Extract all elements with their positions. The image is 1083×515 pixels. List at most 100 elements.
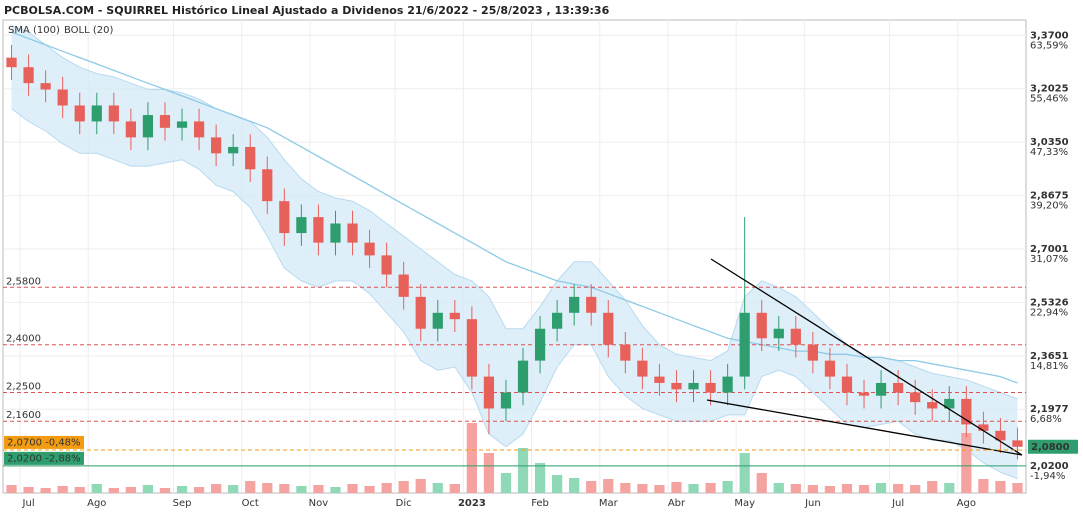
candle-body	[875, 382, 887, 396]
y-tick-sublabel: 14,81%	[1030, 361, 1068, 372]
volume-bar	[57, 486, 68, 493]
candle-body	[381, 255, 392, 275]
volume-bar	[841, 484, 853, 493]
y-tick-label: 2,0200	[1030, 461, 1069, 472]
candle-body	[500, 392, 512, 409]
volume-bar	[296, 486, 307, 493]
x-tick-label: Sep	[173, 498, 192, 509]
candle-body	[449, 312, 460, 320]
volume-bar	[176, 486, 188, 493]
candle-body	[330, 223, 341, 243]
volume-bar	[6, 485, 17, 493]
candle-body	[654, 376, 665, 383]
volume-bar	[552, 475, 563, 493]
x-tick-label: Mar	[599, 498, 619, 509]
boll-band	[11, 25, 1018, 479]
y-tick-label: 3,2025	[1030, 84, 1069, 95]
candle-body	[620, 344, 631, 361]
y-tick-label: 2,3651	[1030, 351, 1069, 362]
volume-bar	[74, 487, 85, 493]
trendline	[710, 258, 1023, 456]
plot-frame	[2, 19, 1027, 494]
volume-bar	[875, 483, 887, 493]
volume-bar	[978, 479, 989, 493]
y-tick-label: 2,1977	[1030, 404, 1069, 415]
tag-label: 2,0200 -2,88%	[7, 453, 81, 464]
volume-bar	[756, 473, 767, 493]
candle-body	[517, 360, 529, 393]
candle-body	[347, 223, 358, 243]
volume-bar	[586, 481, 597, 493]
y-tick-sublabel: 55,46%	[1030, 94, 1068, 105]
candle-body	[364, 242, 375, 256]
y-tick-label: 3,3700	[1030, 30, 1069, 41]
candle-body	[228, 146, 239, 154]
volume-bar	[330, 487, 341, 493]
x-tick-label: Abr	[668, 498, 686, 509]
volume-bar	[654, 485, 665, 493]
legend-sma: SMA (100)	[8, 25, 60, 36]
last-price-box	[1028, 439, 1078, 454]
candle-body	[211, 137, 222, 154]
volume-bar	[415, 479, 426, 493]
y-tick-label: 2,7001	[1030, 244, 1069, 255]
volume-bar	[739, 453, 750, 493]
candle-body	[159, 115, 171, 128]
candle-body	[705, 382, 716, 393]
volume-bar	[381, 483, 392, 493]
y-tick-sublabel: 31,07%	[1030, 254, 1068, 265]
volume-bar	[705, 483, 716, 493]
volume-bar	[108, 488, 119, 493]
trendline	[706, 399, 1023, 456]
candle-body	[841, 376, 853, 393]
volume-bar	[722, 481, 733, 493]
y-tick-label: 2,5326	[1030, 297, 1069, 308]
x-tick-label: Oct	[242, 498, 259, 509]
volume-bar	[534, 463, 546, 493]
volume-bar	[466, 423, 477, 493]
chart-title: PCBOLSA.COM - SQUIRREL Histórico Lineal …	[4, 4, 610, 17]
candle-body	[262, 169, 273, 202]
y-tick-label: 2,8675	[1030, 191, 1069, 202]
candle-body	[432, 312, 443, 329]
level-label: 2,1600	[6, 410, 41, 421]
volume-bar	[40, 488, 51, 493]
volume-bar	[1012, 483, 1023, 493]
candle-body	[586, 296, 597, 313]
volume-bar	[159, 488, 171, 493]
candle-body	[176, 121, 188, 128]
candle-body	[824, 360, 836, 377]
candle-body	[637, 360, 648, 377]
volume-bar	[569, 478, 580, 493]
candle-body	[296, 217, 307, 234]
volume-bar	[347, 484, 358, 493]
candle-body	[858, 392, 870, 396]
x-tick-label: Feb	[531, 498, 549, 509]
volume-bar	[262, 483, 273, 493]
candle-body	[671, 382, 682, 390]
candle-body	[910, 392, 921, 403]
candle-body	[125, 121, 136, 138]
volume-bar	[773, 483, 784, 493]
candle-body	[893, 382, 904, 393]
volume-bar	[688, 484, 699, 493]
volume-bar	[858, 485, 870, 493]
candle-body	[245, 146, 256, 170]
candle-body	[57, 89, 68, 106]
candle-body	[313, 217, 324, 243]
candle-body	[40, 83, 51, 90]
x-tick-label: Dic	[396, 498, 412, 509]
volume-bar	[807, 485, 818, 493]
candle-body	[569, 296, 580, 313]
level-label: 2,4000	[6, 334, 41, 345]
volume-bar	[500, 473, 512, 493]
sma-line	[11, 31, 1018, 384]
x-tick-label: Ago	[87, 498, 106, 509]
volume-bar	[961, 433, 972, 493]
y-tick-sublabel: -1,94%	[1030, 471, 1065, 482]
x-tick-label: Jun	[804, 498, 821, 509]
candle-body	[961, 398, 972, 425]
candle-body	[739, 312, 750, 377]
candle-body	[603, 312, 614, 345]
volume-bar	[944, 483, 955, 493]
